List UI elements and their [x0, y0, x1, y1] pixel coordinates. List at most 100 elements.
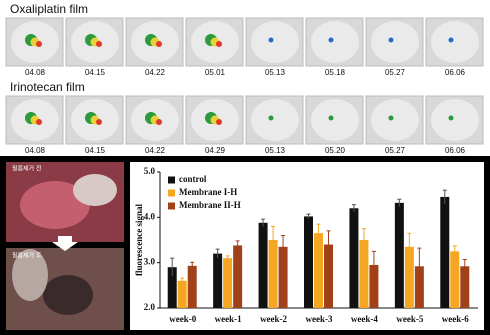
- bar: [233, 245, 243, 308]
- x-tick-label: week-1: [215, 314, 242, 324]
- thumbnail-body: [251, 21, 299, 63]
- x-tick-label: week-3: [306, 314, 333, 324]
- photo-label: 필름제거 후: [12, 252, 42, 260]
- y-tick-label: 3.0: [144, 257, 156, 267]
- signal-spot: [448, 37, 454, 43]
- thumbnail-body: [371, 21, 419, 63]
- x-tick-label: week-5: [396, 314, 423, 324]
- date-label: 04.22: [145, 68, 166, 77]
- panel-title: Oxaliplatin film: [10, 2, 88, 16]
- date-label: 06.06: [445, 68, 466, 77]
- date-label: 04.15: [85, 146, 106, 155]
- date-label: 04.08: [25, 68, 46, 77]
- date-label: 05.13: [265, 68, 286, 77]
- signal-spot: [268, 115, 274, 121]
- x-tick-label: week-0: [169, 314, 196, 324]
- thumbnail-body: [311, 99, 359, 141]
- legend-swatch: [168, 189, 175, 197]
- y-tick-label: 4.0: [144, 211, 156, 221]
- tissue: [73, 174, 117, 206]
- panel-title: Irinotecan film: [10, 80, 85, 94]
- signal-spot: [216, 41, 222, 47]
- y-tick-label: 5.0: [144, 166, 156, 176]
- bar: [268, 240, 278, 308]
- error-bar: [190, 261, 195, 270]
- bar: [314, 233, 323, 308]
- bar: [278, 246, 288, 308]
- bar: [349, 208, 359, 308]
- error-bar: [452, 245, 457, 257]
- error-bar: [225, 255, 230, 261]
- tissue: [43, 275, 93, 315]
- y-tick-label: 2.0: [144, 302, 156, 312]
- x-tick-label: week-4: [351, 314, 378, 324]
- error-bar: [306, 213, 311, 219]
- thumbnail-body: [371, 99, 419, 141]
- error-bar: [371, 250, 376, 279]
- error-bar: [326, 230, 331, 259]
- x-tick-label: week-2: [260, 314, 287, 324]
- date-label: 05.18: [325, 68, 346, 77]
- bar: [167, 267, 177, 308]
- error-bar: [407, 232, 412, 261]
- legend-label: Membrane II-H: [179, 200, 241, 210]
- bar: [440, 196, 450, 308]
- thumbnail-body: [431, 21, 479, 63]
- date-label: 05.20: [325, 146, 346, 155]
- date-label: 06.06: [445, 146, 466, 155]
- error-bar: [215, 248, 220, 259]
- signal-spot: [328, 37, 334, 43]
- bar: [359, 240, 369, 308]
- error-bar: [316, 223, 321, 243]
- bar: [414, 266, 424, 308]
- date-label: 05.13: [265, 146, 286, 155]
- error-bar: [351, 204, 356, 212]
- error-bar: [281, 234, 286, 259]
- photo-label: 필름제거 전: [12, 165, 42, 173]
- date-label: 05.27: [385, 68, 406, 77]
- bar: [304, 216, 313, 308]
- signal-spot: [388, 37, 394, 43]
- signal-spot: [36, 119, 42, 125]
- signal-spot: [96, 119, 102, 125]
- date-label: 04.29: [205, 146, 226, 155]
- thumbnail-body: [251, 99, 299, 141]
- arrow: [52, 236, 78, 251]
- signal-spot: [328, 115, 334, 121]
- bar: [223, 258, 233, 308]
- date-label: 04.22: [145, 146, 166, 155]
- signal-spot: [216, 119, 222, 125]
- error-bar: [261, 218, 266, 227]
- thumbnail-body: [431, 99, 479, 141]
- signal-spot: [96, 41, 102, 47]
- legend-label: Membrane I-H: [179, 187, 237, 197]
- bar: [213, 253, 223, 308]
- legend-swatch: [168, 202, 175, 210]
- error-bar: [170, 257, 175, 277]
- bar: [258, 222, 268, 308]
- tissue: [12, 249, 48, 301]
- bar: [369, 264, 379, 308]
- signal-spot: [156, 119, 162, 125]
- date-label: 04.15: [85, 68, 106, 77]
- bar: [177, 280, 187, 308]
- tissue: [20, 181, 90, 229]
- thumbnail-body: [311, 21, 359, 63]
- error-bar: [235, 240, 240, 250]
- legend-swatch: [168, 176, 175, 184]
- bar: [404, 246, 414, 308]
- signal-spot: [268, 37, 274, 43]
- error-bar: [180, 277, 185, 284]
- legend-label: control: [179, 174, 207, 184]
- date-label: 04.08: [25, 146, 46, 155]
- bar: [394, 202, 404, 308]
- bar: [460, 266, 470, 308]
- signal-spot: [448, 115, 454, 121]
- date-label: 05.01: [205, 68, 226, 77]
- signal-spot: [156, 41, 162, 47]
- y-axis-label: fluorescence signal: [134, 203, 144, 276]
- error-bar: [271, 225, 276, 254]
- error-bar: [417, 247, 422, 285]
- error-bar: [462, 258, 467, 274]
